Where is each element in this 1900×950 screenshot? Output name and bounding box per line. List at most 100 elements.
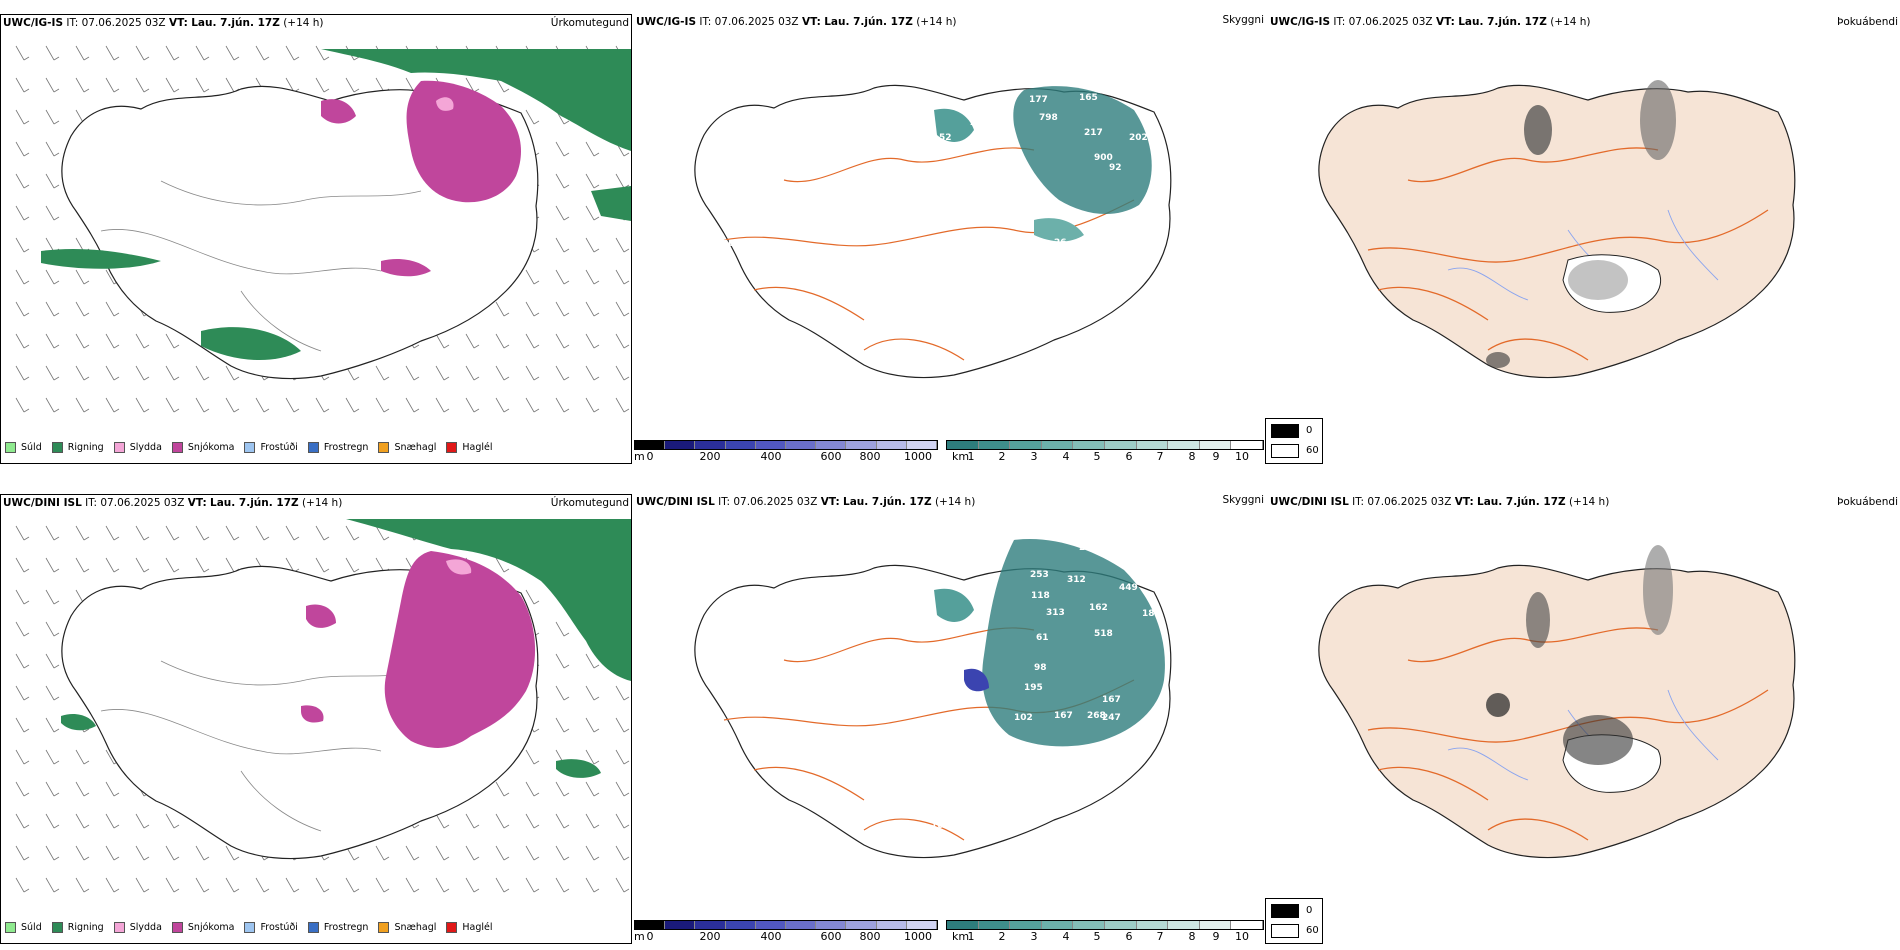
wind-barb — [525, 781, 540, 797]
colorbar-bar — [634, 920, 938, 930]
colorbar-step — [816, 921, 847, 929]
visibility-panel: UWC/DINI ISL IT: 07.06.2025 03Z VT: Lau.… — [634, 494, 1268, 944]
colorbar-tick: 400 — [760, 450, 782, 463]
cloud-label: 202 — [1129, 133, 1148, 143]
cloud-label: 177 — [1029, 95, 1048, 105]
colorbar-step — [695, 441, 726, 449]
precipitation-legend: Súld Rigning Slydda Snjókoma Frostúði Fr… — [5, 442, 493, 453]
colorbar-step — [786, 441, 817, 449]
wind-barb — [45, 109, 60, 125]
wind-barb — [45, 621, 60, 637]
colorbar-tick: 400 — [760, 930, 782, 943]
roads — [723, 627, 1135, 841]
fog-indicator-panel: UWC/DINI ISL IT: 07.06.2025 03Z VT: Lau.… — [1268, 494, 1900, 944]
low-visibility-area-3 — [1034, 218, 1084, 242]
colorbar-step — [1104, 921, 1137, 929]
wind-barb — [105, 525, 120, 541]
vt-value: Lau. 7.jún. 17Z — [1458, 16, 1547, 28]
wind-barb — [75, 301, 90, 317]
wind-barb — [165, 333, 180, 349]
it-value: 07.06.2025 03Z — [100, 497, 185, 509]
colorbar-step — [947, 921, 979, 929]
wind-barb — [375, 525, 390, 541]
snow-area — [406, 80, 521, 203]
it-value: 07.06.2025 03Z — [1367, 496, 1452, 508]
forecast-row-top: UWC/IG-IS IT: 07.06.2025 03Z VT: Lau. 7.… — [0, 0, 1900, 470]
lead-time: (+14 h) — [916, 16, 957, 28]
vt-value: Lau. 7.jún. 17Z — [191, 17, 280, 29]
wind-barb — [135, 45, 150, 61]
wind-barb — [15, 845, 30, 861]
wind-barb — [105, 45, 120, 61]
wind-barb — [315, 525, 330, 541]
cloud-label: 165 — [1079, 93, 1098, 103]
wind-barb — [525, 269, 540, 285]
wind-barb — [345, 557, 360, 573]
cloud-label: 167 — [1102, 695, 1121, 705]
colorbar-step — [1136, 441, 1169, 449]
cloud-label: 98 — [1034, 663, 1047, 673]
colorbar-tick: 7 — [1156, 450, 1164, 463]
cloud-base-colorbar: m 0 200 400 600 800 1000 — [634, 440, 938, 464]
wind-barb — [105, 877, 120, 893]
colorbar-tick: 5 — [1093, 930, 1101, 943]
colorbar-tick: 1000 — [904, 450, 932, 463]
colorbar-step — [1104, 441, 1137, 449]
wind-barb — [285, 45, 300, 61]
wind-barb — [315, 397, 330, 413]
wind-barb — [165, 813, 180, 829]
legend-label: Snæhagl — [394, 922, 437, 933]
legend-item: Súld — [5, 922, 42, 933]
wind-barb — [615, 845, 630, 861]
wind-barb — [405, 365, 420, 381]
wind-barb — [105, 557, 120, 573]
legend-swatch-frostudi — [244, 442, 256, 453]
cloud-base-labels: 798 900 202 92 217 165 160 177 82 26 22 … — [722, 81, 1148, 338]
wind-barb — [555, 173, 570, 189]
wind-barb — [15, 397, 30, 413]
cloud-label: 312 — [1067, 575, 1086, 585]
rain-area-west — [41, 249, 161, 269]
colorbar-step — [947, 441, 979, 449]
colorbar-bar — [946, 440, 1264, 450]
wind-barb — [45, 749, 60, 765]
fog-patch — [1524, 105, 1552, 155]
colorbar-tick: 600 — [820, 450, 842, 463]
cloud-base-labels: 298 253 312 449 162 313 518 189 118 61 9… — [931, 543, 1161, 831]
wind-barb — [585, 397, 600, 413]
colorbar-tick: 2 — [998, 930, 1006, 943]
wind-barb — [555, 653, 570, 669]
precipitation-type-panel: UWC/DINI ISL IT: 07.06.2025 03Z VT: Lau.… — [0, 494, 632, 944]
wind-barb — [525, 397, 540, 413]
wind-barb — [495, 557, 510, 573]
wind-barb — [75, 749, 90, 765]
cloud-label: 118 — [1031, 591, 1050, 601]
fog-indicator-panel: UWC/IG-IS IT: 07.06.2025 03Z VT: Lau. 7.… — [1268, 14, 1900, 464]
wind-barb — [375, 845, 390, 861]
roads — [100, 660, 422, 832]
fog-legend-dark-label: 0 — [1306, 425, 1313, 436]
legend-item: Rigning — [51, 922, 104, 933]
legend-swatch-snaehagl — [378, 442, 390, 453]
wind-barb — [15, 525, 30, 541]
it-label: IT: — [1333, 16, 1346, 28]
cloud-label: 449 — [1119, 583, 1138, 593]
cloud-label: 61 — [1036, 633, 1049, 643]
wind-barb — [15, 877, 30, 893]
wind-barb — [405, 877, 420, 893]
wind-barb — [45, 653, 60, 669]
low-cloud-area — [964, 668, 989, 692]
panel-header: UWC/IG-IS IT: 07.06.2025 03Z VT: Lau. 7.… — [636, 16, 957, 28]
fog-legend: 0 60 — [1265, 418, 1323, 464]
wind-barb — [285, 525, 300, 541]
visibility-colorbar: km 1 2 3 4 5 6 7 8 9 10 — [946, 440, 1264, 464]
panel-header: UWC/DINI ISL IT: 07.06.2025 03Z VT: Lau.… — [636, 496, 975, 508]
fog-patch — [1526, 592, 1550, 648]
roads — [100, 180, 422, 352]
wind-barb — [45, 525, 60, 541]
wind-barb — [15, 557, 30, 573]
it-label: IT: — [85, 497, 98, 509]
colorbar-unit: km — [952, 450, 970, 463]
fog-legend-dark-label: 0 — [1306, 905, 1313, 916]
colorbar-step — [906, 921, 938, 929]
